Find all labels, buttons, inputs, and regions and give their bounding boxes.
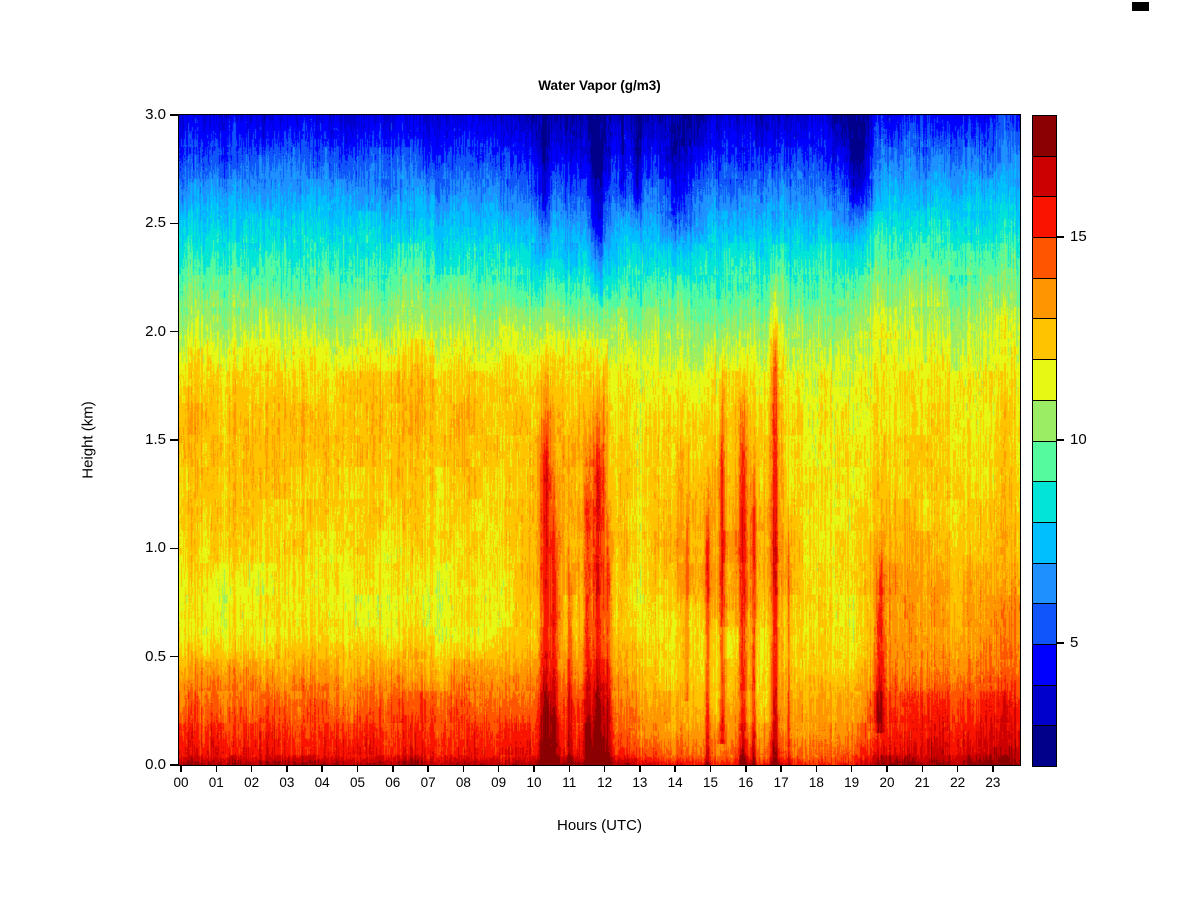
y-tick-label: 1.5 [145,431,166,448]
y-tick-mark [170,114,178,116]
colorbar-segment [1033,155,1056,197]
chart-title: Water Vapor (g/m3) [538,78,661,93]
colorbar-segment [1033,562,1056,604]
x-tick-label: 09 [491,775,507,790]
colorbar-segment [1033,521,1056,563]
colorbar-segment [1033,277,1056,319]
x-tick-mark [533,765,535,772]
colorbar-tick-label: 15 [1070,227,1087,245]
y-tick-mark [170,330,178,333]
colorbar [1032,115,1057,767]
y-tick-mark [170,547,178,550]
x-tick-mark [603,765,606,772]
x-tick-label: 05 [349,775,366,790]
colorbar-segment [1033,116,1056,156]
x-tick-label: 13 [632,775,648,790]
y-tick-mark [170,222,178,225]
x-tick-mark [815,765,818,772]
y-tick-mark [170,764,178,766]
x-tick-mark [215,765,218,772]
x-tick-mark [639,765,641,772]
heatmap-canvas [179,115,1020,765]
colorbar-tick-mark [1056,642,1064,644]
x-tick-label: 14 [667,775,683,790]
x-tick-mark [886,765,888,772]
x-tick-mark [992,765,994,772]
colorbar-segment [1033,399,1056,441]
x-tick-mark [497,765,500,772]
colorbar-segment [1033,684,1056,726]
x-tick-mark [780,765,782,772]
colorbar-segment [1033,643,1056,685]
x-tick-label: 20 [879,775,895,790]
x-tick-mark [462,765,465,772]
x-tick-label: 19 [844,775,860,790]
x-tick-label: 00 [173,775,189,790]
x-tick-label: 21 [914,775,930,790]
x-tick-mark [321,765,323,772]
colorbar-tick-label: 10 [1070,431,1087,448]
x-tick-label: 15 [702,775,719,790]
window-artifact [1132,2,1149,11]
x-tick-label: 23 [985,775,1001,790]
x-tick-mark [427,765,429,772]
y-tick-mark [170,655,178,658]
x-tick-mark [921,765,924,772]
x-axis-title: Hours (UTC) [557,817,642,834]
colorbar-segment [1033,359,1056,400]
colorbar-segment [1033,481,1056,522]
x-tick-mark [250,765,253,772]
y-tick-label: 0.5 [145,647,166,665]
x-tick-label: 10 [526,775,542,790]
y-tick-label: 2.5 [145,214,166,232]
colorbar-tick-mark [1056,236,1064,238]
x-tick-label: 01 [208,775,224,790]
x-tick-label: 12 [597,775,613,790]
x-tick-label: 07 [420,775,436,790]
colorbar-segment [1033,196,1056,238]
y-tick-mark [170,439,178,441]
x-tick-mark [850,765,853,772]
x-tick-label: 08 [455,775,471,790]
colorbar-segment [1033,603,1056,644]
x-tick-mark [745,765,747,772]
x-tick-mark [568,765,571,772]
colorbar-segment [1033,725,1056,766]
x-tick-mark [956,765,959,772]
y-tick-label: 2.0 [145,322,166,340]
x-tick-mark [286,765,288,772]
colorbar-segment [1033,440,1056,482]
x-tick-mark [180,765,182,772]
x-tick-label: 06 [385,775,401,790]
x-tick-label: 02 [244,775,260,790]
x-tick-label: 04 [314,775,330,790]
x-tick-mark [356,765,359,772]
y-axis-title: Height (km) [79,401,97,479]
x-tick-mark [709,765,712,772]
x-tick-label: 22 [950,775,966,790]
y-tick-label: 1.0 [145,539,166,557]
x-tick-label: 18 [808,775,824,790]
x-tick-mark [674,765,676,772]
colorbar-tick-mark [1056,439,1064,441]
x-tick-label: 16 [738,775,754,790]
y-tick-label: 3.0 [145,106,166,123]
x-tick-label: 17 [773,775,789,790]
x-tick-label: 03 [279,775,295,790]
colorbar-tick-label: 5 [1070,634,1079,652]
colorbar-segment [1033,237,1056,278]
x-tick-label: 11 [562,775,577,790]
x-tick-mark [392,765,394,772]
y-tick-label: 0.0 [145,756,166,773]
colorbar-segment [1033,318,1056,360]
